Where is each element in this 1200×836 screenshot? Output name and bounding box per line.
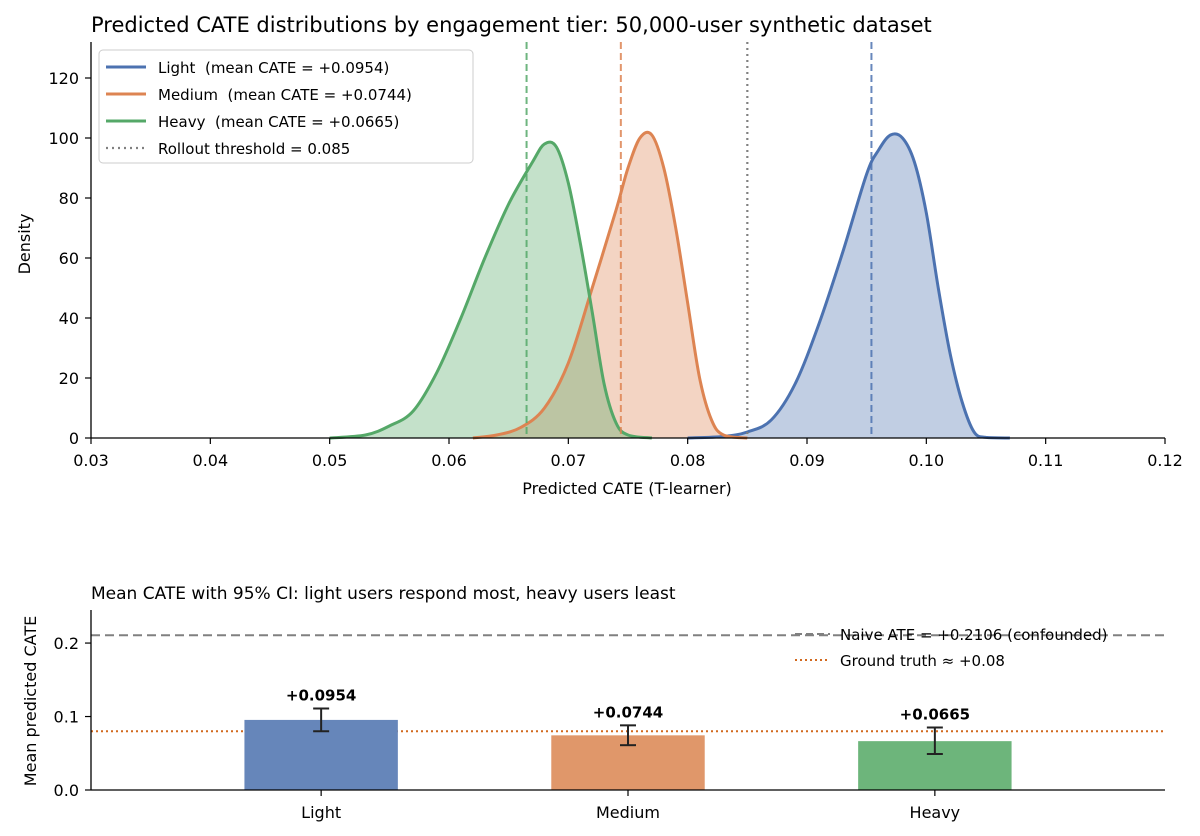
density-fill-heavy	[329, 142, 652, 438]
x-tick-label: 0.11	[1028, 451, 1064, 470]
y-tick-label: 0.1	[54, 708, 79, 727]
density-fill-medium	[472, 132, 748, 438]
density-x-ticks: 0.03 0.04 0.05 0.06 0.07 0.08 0.09 0.10 0.11 0.12	[73, 438, 1183, 470]
bar-legend: Naive ATE = +0.2106 (confounded) Ground …	[795, 626, 1108, 670]
density-line-light	[687, 132, 1010, 440]
legend-frame	[98, 49, 474, 164]
x-tick-label: 0.04	[193, 451, 229, 470]
density-axes	[90, 42, 1165, 439]
y-tick-label: 80	[59, 189, 79, 208]
x-tick-label: 0.05	[312, 451, 348, 470]
legend-label-heavy: Heavy (mean CATE = +0.0665)	[158, 113, 399, 131]
x-tick-label: 0.07	[551, 451, 587, 470]
x-tick-label: 0.10	[909, 451, 945, 470]
legend-label-naive-ate: Naive ATE = +0.2106 (confounded)	[840, 626, 1108, 644]
bar-x-ticks: Light Medium Heavy	[301, 790, 960, 822]
density-fills	[329, 132, 1010, 439]
density-line-heavy	[329, 140, 653, 440]
x-tick-label: 0.06	[431, 451, 467, 470]
x-tick-label: 0.08	[670, 451, 706, 470]
bar-y-axis-label: Mean predicted CATE	[21, 616, 40, 786]
density-fill-light	[687, 133, 1010, 439]
density-chart-title: Predicted CATE distributions by engageme…	[91, 13, 932, 37]
y-tick-label: 120	[48, 69, 79, 88]
y-tick-label: 40	[59, 309, 79, 328]
x-tick-label: 0.03	[73, 451, 109, 470]
mean-lines	[525, 42, 873, 438]
bar-value-label-medium: +0.0744	[593, 703, 663, 721]
x-tick-label: 0.09	[789, 451, 825, 470]
y-tick-label: 20	[59, 369, 79, 388]
bar-y-ticks: 0.0 0.1 0.2	[54, 634, 91, 800]
bars: +0.0954 +0.0744 +0.0665	[244, 686, 1012, 790]
legend-label-ground-truth: Ground truth ≈ +0.08	[840, 652, 1005, 670]
y-tick-label: 60	[59, 249, 79, 268]
bar-chart-title: Mean CATE with 95% CI: light users respo…	[91, 584, 676, 604]
bar-value-label-light: +0.0954	[286, 686, 356, 704]
bar-panel: Mean CATE with 95% CI: light users respo…	[21, 584, 1165, 822]
y-tick-label: 0.2	[54, 634, 79, 653]
legend-label-medium: Medium (mean CATE = +0.0744)	[158, 86, 412, 104]
y-tick-label: 0.0	[54, 781, 79, 800]
category-label-medium: Medium	[596, 803, 660, 822]
density-legend: Light (mean CATE = +0.0954) Medium (mean…	[98, 49, 474, 164]
y-tick-label: 100	[48, 129, 79, 148]
density-panel: Predicted CATE distributions by engageme…	[15, 13, 1183, 498]
legend-label-threshold: Rollout threshold = 0.085	[158, 140, 350, 158]
density-y-ticks: 0 20 40 60 80 100 120	[48, 69, 91, 448]
bar-value-label-heavy: +0.0665	[900, 706, 970, 724]
category-label-heavy: Heavy	[910, 803, 961, 822]
y-tick-label: 0	[69, 429, 79, 448]
density-y-axis-label: Density	[15, 214, 34, 275]
x-tick-label: 0.12	[1147, 451, 1183, 470]
density-line-medium	[472, 130, 748, 440]
legend-label-light: Light (mean CATE = +0.0954)	[158, 59, 389, 77]
density-x-axis-label: Predicted CATE (T-learner)	[522, 479, 732, 498]
category-label-light: Light	[301, 803, 341, 822]
